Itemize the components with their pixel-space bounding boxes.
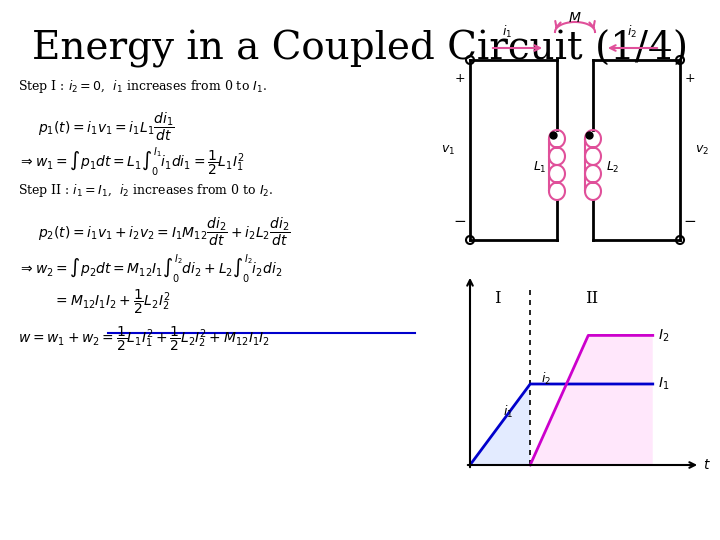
- Text: $M$: $M$: [568, 11, 582, 25]
- Polygon shape: [470, 384, 530, 465]
- Text: Energy in a Coupled Circuit (1/4): Energy in a Coupled Circuit (1/4): [32, 30, 688, 69]
- Text: $\Rightarrow w_2 = \int p_2 dt = M_{12} I_1 \int_0^{I_2} di_2 + L_2 \int_0^{I_2}: $\Rightarrow w_2 = \int p_2 dt = M_{12} …: [18, 252, 282, 285]
- Text: $\Rightarrow w_1 = \int p_1 dt = L_1 \int_0^{I_1} i_1 di_1 = \dfrac{1}{2} L_1 I_: $\Rightarrow w_1 = \int p_1 dt = L_1 \in…: [18, 145, 245, 178]
- Text: $p_2(t) = i_1 v_1 + i_2 v_2 = I_1 M_{12} \dfrac{di_2}{dt} + i_2 L_2 \dfrac{di_2}: $p_2(t) = i_1 v_1 + i_2 v_2 = I_1 M_{12}…: [38, 215, 291, 248]
- Text: $i_1$: $i_1$: [503, 404, 513, 421]
- Text: $i_1$: $i_1$: [503, 24, 513, 40]
- Text: $p_1(t) = i_1 v_1 = i_1 L_1 \dfrac{di_1}{dt}$: $p_1(t) = i_1 v_1 = i_1 L_1 \dfrac{di_1}…: [38, 110, 175, 143]
- Text: $t$: $t$: [703, 458, 711, 472]
- Text: +: +: [685, 71, 696, 84]
- Text: II: II: [585, 290, 598, 307]
- Text: −: −: [683, 214, 696, 230]
- Text: I: I: [494, 290, 500, 307]
- Text: $i_2$: $i_2$: [627, 24, 637, 40]
- Text: Step II : $i_1 = I_1$,  $i_2$ increases from 0 to $I_2$.: Step II : $i_1 = I_1$, $i_2$ increases f…: [18, 182, 274, 199]
- Polygon shape: [530, 335, 653, 465]
- Text: $i_2$: $i_2$: [541, 371, 551, 387]
- Text: −: −: [454, 214, 467, 230]
- Text: $v_1$: $v_1$: [441, 144, 455, 157]
- Text: $L_1$: $L_1$: [533, 160, 547, 175]
- Text: $\mathit{I_1}$: $\mathit{I_1}$: [658, 376, 669, 392]
- Text: $\mathit{I_2}$: $\mathit{I_2}$: [658, 327, 669, 343]
- Text: $= M_{12} I_1 I_2 + \dfrac{1}{2} L_2 I_2^2$: $= M_{12} I_1 I_2 + \dfrac{1}{2} L_2 I_2…: [53, 288, 170, 316]
- Text: +: +: [455, 71, 465, 84]
- Text: $L_2$: $L_2$: [606, 160, 620, 175]
- Text: $v_2$: $v_2$: [695, 144, 709, 157]
- Text: $w = w_1 + w_2 = \dfrac{1}{2} L_1 I_1^2 + \dfrac{1}{2} L_2 I_2^2 + M_{12} I_1 I_: $w = w_1 + w_2 = \dfrac{1}{2} L_1 I_1^2 …: [18, 325, 270, 353]
- Text: Step I : $i_2 = 0$,  $i_1$ increases from 0 to $I_1$.: Step I : $i_2 = 0$, $i_1$ increases from…: [18, 78, 267, 95]
